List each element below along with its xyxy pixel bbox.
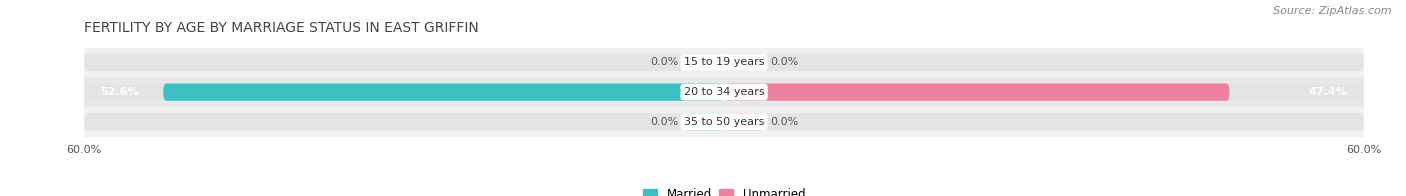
- FancyBboxPatch shape: [84, 83, 1364, 101]
- Bar: [84, 48, 1364, 77]
- Bar: [84, 77, 1364, 107]
- FancyBboxPatch shape: [724, 54, 762, 71]
- Legend: Married, Unmarried: Married, Unmarried: [638, 183, 810, 196]
- Text: 15 to 19 years: 15 to 19 years: [683, 57, 765, 67]
- FancyBboxPatch shape: [84, 54, 1364, 71]
- Text: 0.0%: 0.0%: [770, 117, 799, 127]
- Bar: [84, 107, 1364, 137]
- FancyBboxPatch shape: [724, 113, 762, 130]
- FancyBboxPatch shape: [724, 83, 1229, 101]
- Text: FERTILITY BY AGE BY MARRIAGE STATUS IN EAST GRIFFIN: FERTILITY BY AGE BY MARRIAGE STATUS IN E…: [84, 21, 479, 35]
- Text: 52.6%: 52.6%: [100, 87, 139, 97]
- Text: 0.0%: 0.0%: [650, 57, 678, 67]
- FancyBboxPatch shape: [84, 113, 1364, 130]
- Text: 0.0%: 0.0%: [650, 117, 678, 127]
- Text: 47.4%: 47.4%: [1309, 87, 1348, 97]
- Text: 35 to 50 years: 35 to 50 years: [683, 117, 765, 127]
- Text: 20 to 34 years: 20 to 34 years: [683, 87, 765, 97]
- FancyBboxPatch shape: [686, 113, 724, 130]
- FancyBboxPatch shape: [163, 83, 724, 101]
- FancyBboxPatch shape: [686, 54, 724, 71]
- Text: Source: ZipAtlas.com: Source: ZipAtlas.com: [1274, 6, 1392, 16]
- Text: 0.0%: 0.0%: [770, 57, 799, 67]
